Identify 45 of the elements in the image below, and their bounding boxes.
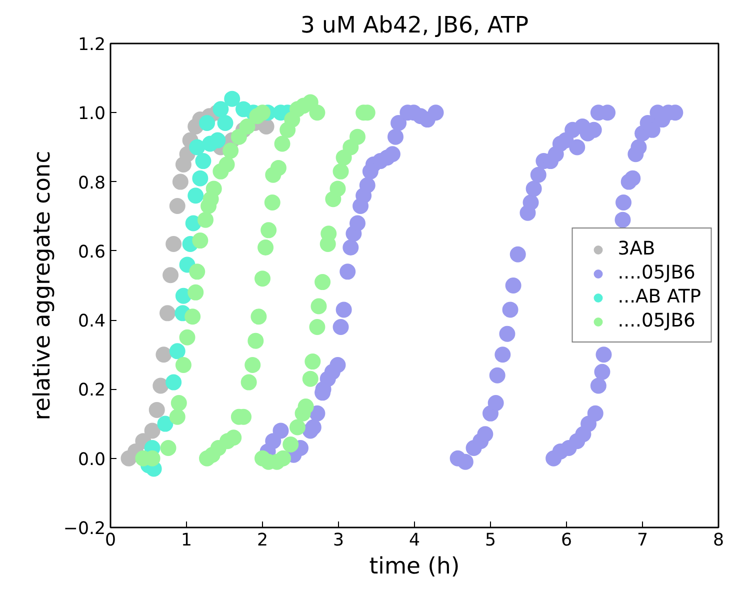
y-tick-label: 0.6 [78,242,106,262]
point [157,416,174,432]
point [169,343,186,360]
x-tick-label: 4 [408,530,420,550]
point [144,422,160,439]
x-tick-label: 6 [560,530,572,550]
point [148,402,165,418]
y-tick-label: −0.2 [63,519,106,539]
point [152,378,169,394]
point [192,170,208,186]
x-tick-label: 5 [484,530,496,550]
legend-label: 3AB [618,238,656,260]
y-tick-label: 1.2 [78,35,106,55]
x-tick-label: 7 [636,530,648,550]
y-tick-label: 0.2 [78,380,106,401]
y-axis-title: relative aggregate conc [29,150,56,420]
point [169,198,186,214]
legend-label: ....05JB6 [618,310,696,332]
point [172,174,188,190]
x-tick-label: 0 [104,530,116,550]
legend-label: ...AB ATP [618,286,701,308]
point [195,153,212,170]
y-tick-label: 1.0 [78,104,106,124]
legend-label: ....05JB6 [618,262,696,284]
x-tick-label: 8 [712,530,724,550]
point [162,267,179,284]
x-tick-label: 3 [332,530,344,550]
point [210,132,226,148]
x-tick-label: 1 [180,530,192,550]
chart-title: 3 uM Ab42, JB6, ATP [300,12,529,38]
point [217,115,234,131]
x-axis-title: time (h) [369,554,460,580]
point [166,374,182,390]
y-tick-label: 0.8 [78,173,106,194]
point [224,90,240,107]
y-tick-label: 0.0 [78,450,106,470]
point [160,305,176,322]
point [156,346,172,363]
point [212,101,229,118]
point [189,139,206,156]
y-tick-label: 0.4 [78,312,106,332]
point [199,115,216,131]
point [166,236,182,252]
x-tick-label: 2 [256,530,268,550]
point [188,188,204,204]
